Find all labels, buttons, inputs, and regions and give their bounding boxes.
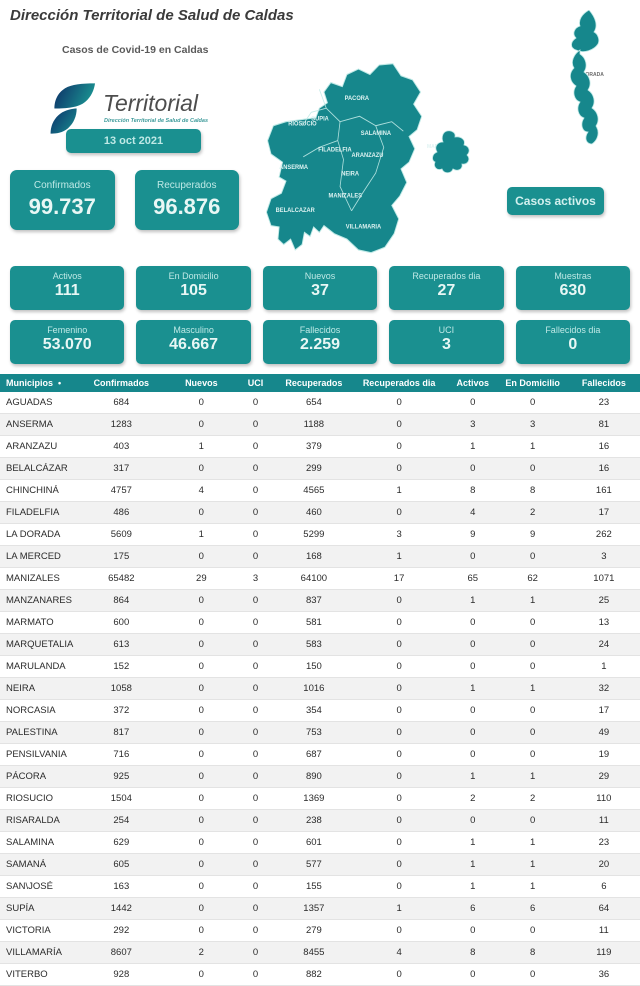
svg-text:BELALCAZAR: BELALCAZAR (276, 207, 316, 215)
svg-text:PACORA: PACORA (345, 95, 370, 103)
svg-text:FILADELFIA: FILADELFIA (318, 146, 352, 154)
svg-text:ANSERMA: ANSERMA (279, 164, 308, 172)
svg-text:MANIZALES: MANIZALES (329, 192, 362, 200)
svg-text:NEIRA: NEIRA (341, 170, 359, 178)
svg-text:VILLAMARIA: VILLAMARIA (346, 223, 382, 231)
svg-text:ARANZAZU: ARANZAZU (352, 151, 384, 159)
svg-text:SUPIA: SUPIA (311, 115, 329, 123)
svg-text:SALAMINA: SALAMINA (361, 130, 392, 138)
